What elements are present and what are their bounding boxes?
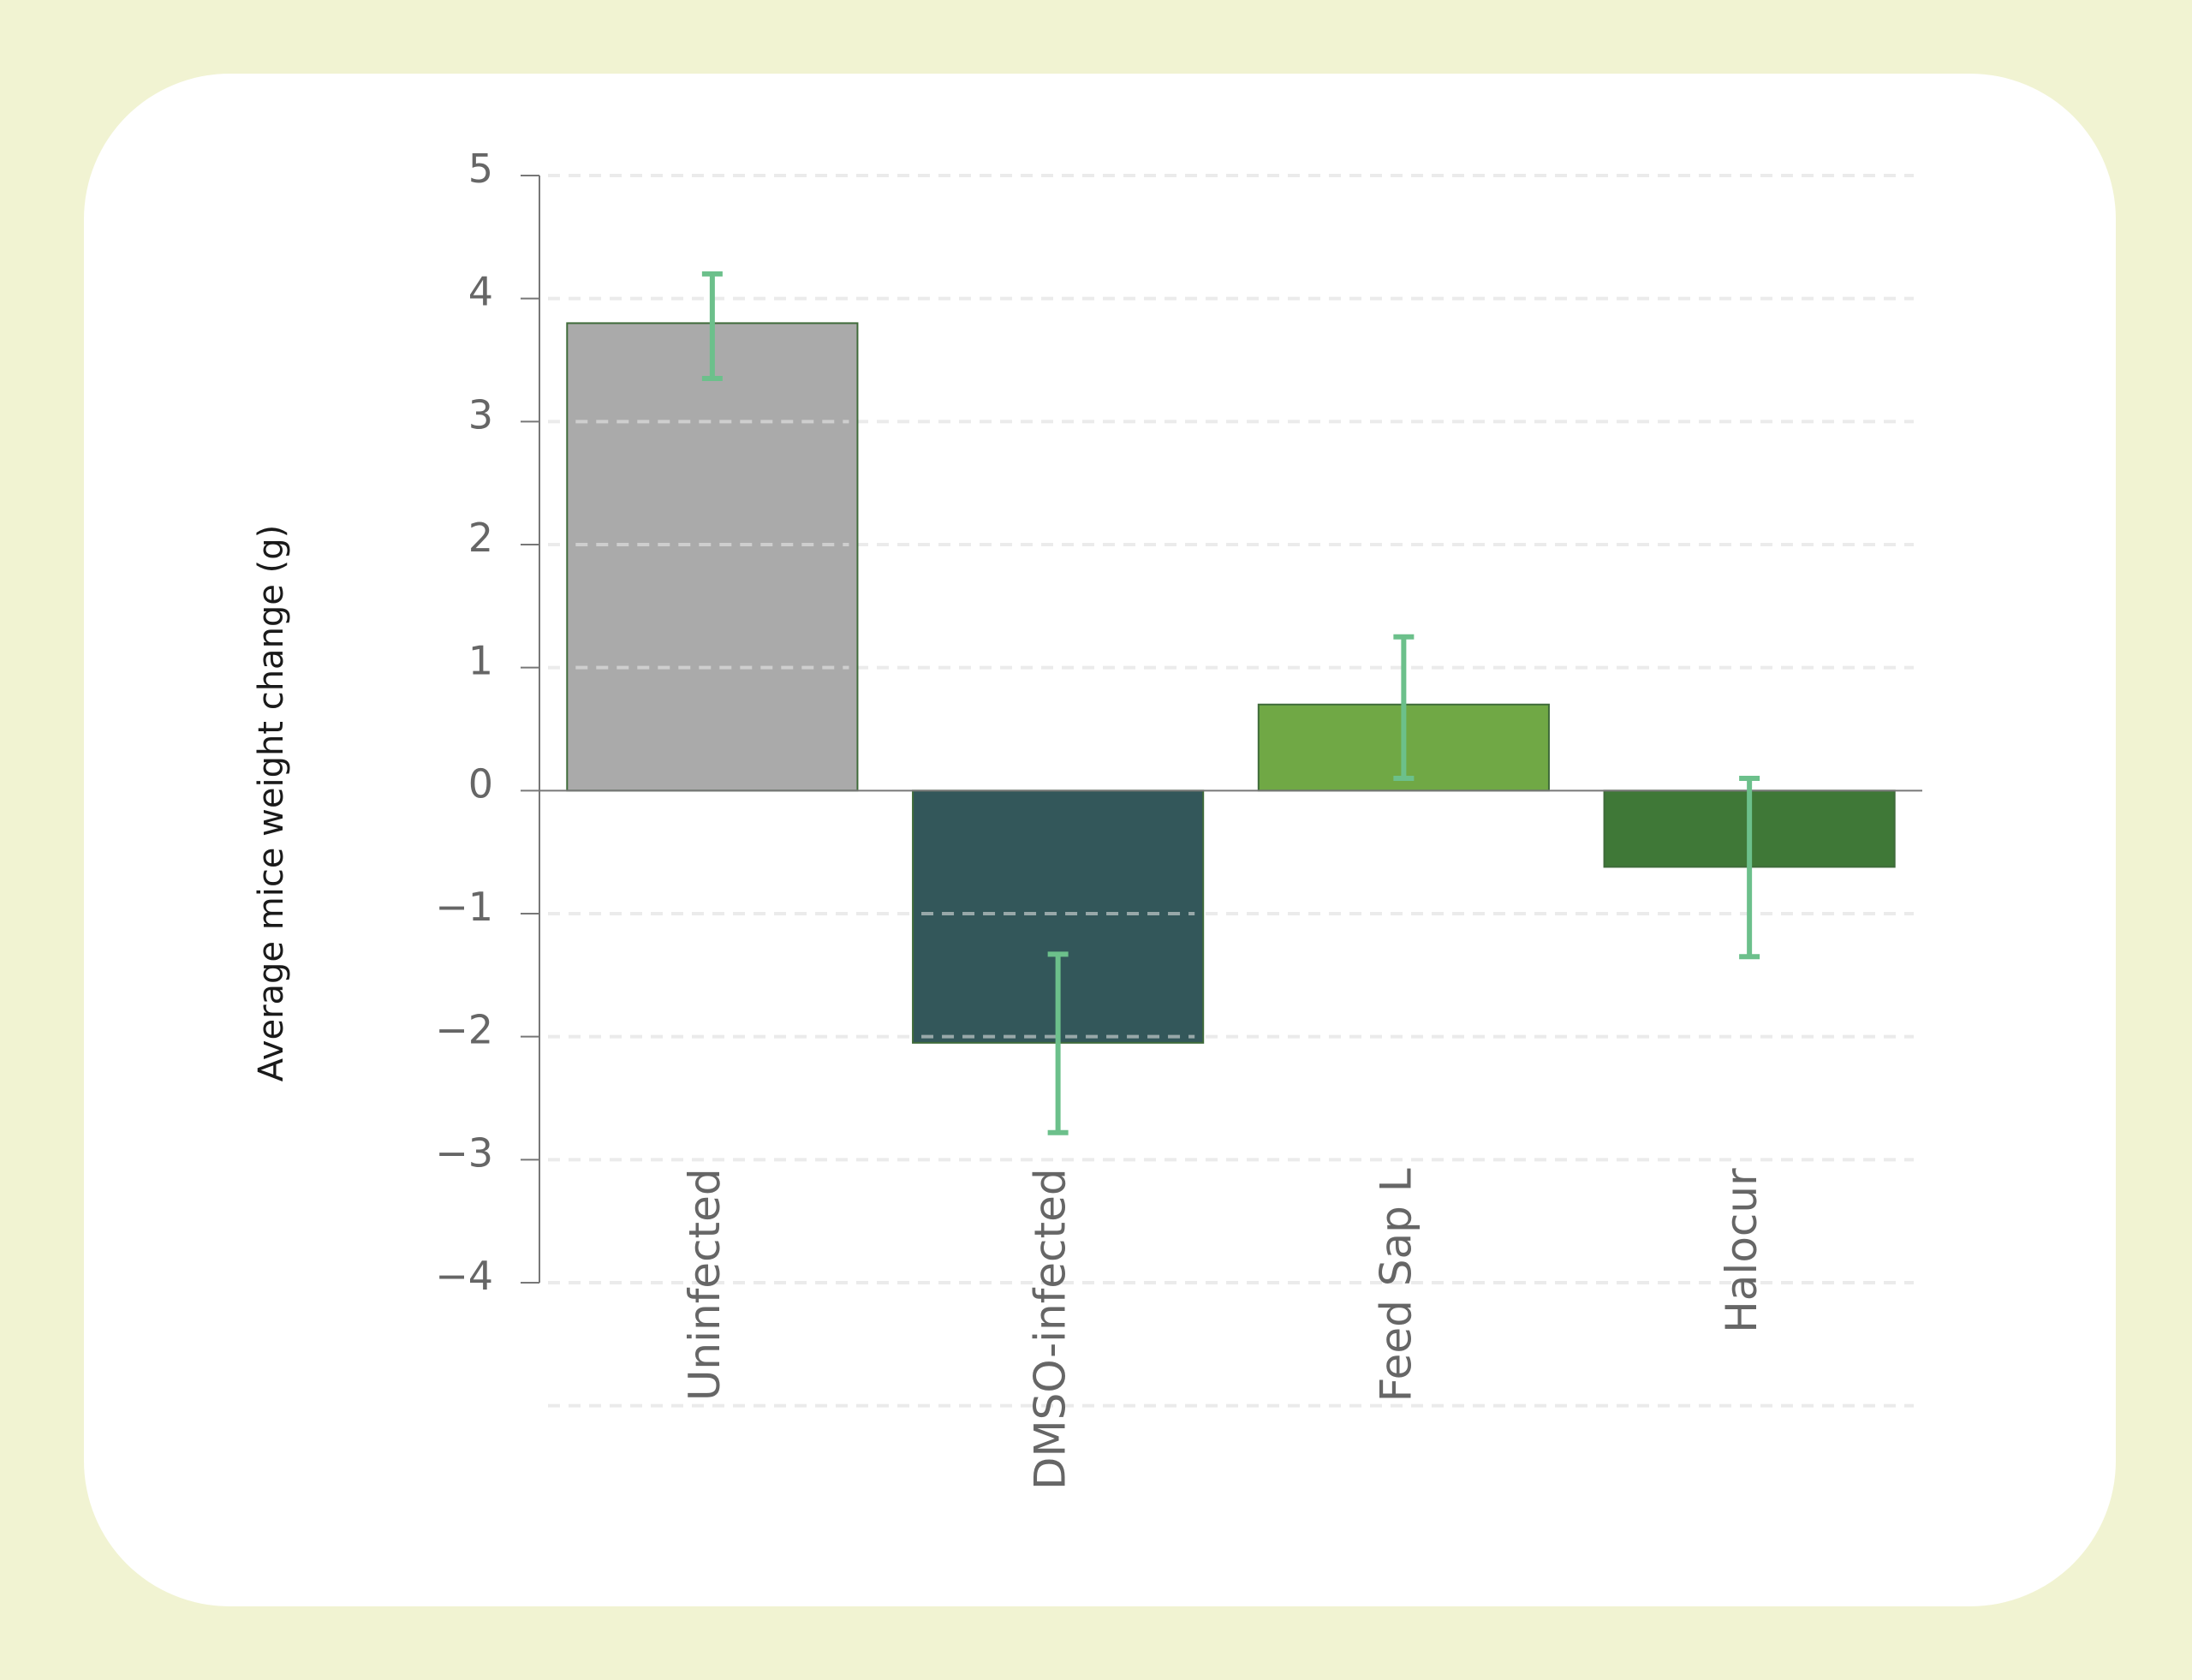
error-bars xyxy=(701,271,1760,1135)
x-tick-label: DMSO-infected xyxy=(1026,1168,1075,1490)
y-tick-label: 0 xyxy=(468,760,493,807)
x-tick-label: Uninfected xyxy=(680,1168,730,1401)
y-ticks: 5 4 3 2 1 0 −1 −2 −3 −4 xyxy=(435,146,539,1299)
bars xyxy=(566,322,1896,1044)
bar xyxy=(566,322,859,792)
y-tick-label: 4 xyxy=(468,269,493,315)
y-tick-label: 1 xyxy=(468,638,493,684)
x-tick-label: Feed Sap L xyxy=(1371,1168,1421,1402)
x-tick-label: Halocur xyxy=(1717,1168,1766,1333)
y-tick-label: −3 xyxy=(435,1129,493,1176)
y-tick-label: 5 xyxy=(468,146,493,192)
y-axis-title: Average mice weight change (g) xyxy=(252,525,291,1081)
y-tick-label: 2 xyxy=(468,515,493,561)
y-tick-label: −2 xyxy=(435,1007,493,1053)
y-tick-label: −1 xyxy=(435,884,493,930)
x-tick-labels: Uninfected DMSO-infected Feed Sap L Halocur xyxy=(680,1168,1766,1490)
axes xyxy=(539,176,1922,1283)
y-tick-label: −4 xyxy=(435,1253,493,1299)
y-tick-label: 3 xyxy=(468,391,493,438)
